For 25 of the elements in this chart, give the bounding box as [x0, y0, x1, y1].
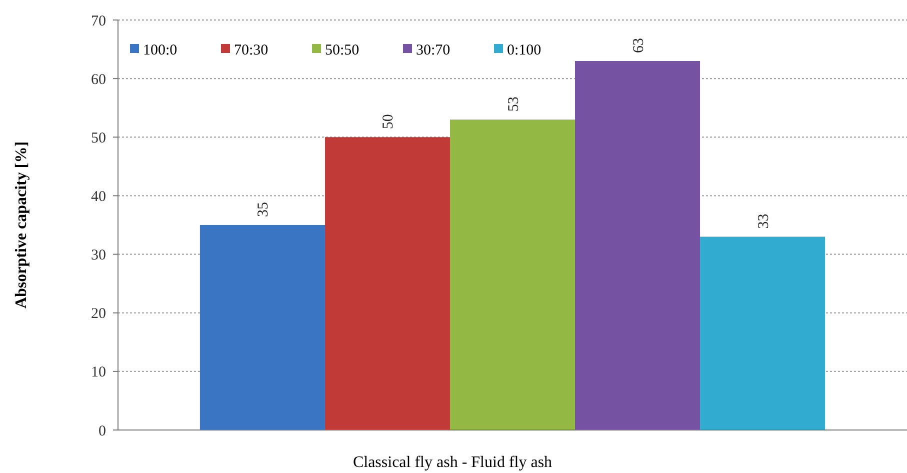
y-tick-label: 30 [91, 248, 106, 264]
y-tick-label: 50 [91, 130, 106, 146]
x-axis-title: Classical fly ash - Fluid fly ash [352, 454, 552, 471]
data-label: 50 [380, 114, 397, 130]
y-tick-label: 10 [91, 364, 106, 381]
data-label: 53 [506, 96, 522, 112]
y-axis-title: Absorptive capacity [%] [13, 141, 30, 309]
legend-label: 50:50 [325, 42, 360, 58]
legend-label: 0:100 [507, 42, 542, 58]
bar [700, 236, 826, 430]
legend-label: 30:70 [416, 42, 450, 58]
y-tick-label: 20 [91, 306, 106, 322]
y-tick-label: 70 [91, 13, 106, 30]
y-tick-label: 40 [91, 188, 106, 205]
data-label: 63 [630, 38, 647, 53]
data-label: 35 [256, 202, 272, 217]
bar [450, 120, 576, 430]
y-tick-label: 60 [91, 72, 106, 88]
data-label: 33 [756, 214, 772, 229]
legend-label: 70:30 [234, 42, 268, 58]
legend-label: 100:0 [143, 42, 178, 58]
y-tick-label: 0 [98, 423, 106, 440]
bar [200, 225, 325, 430]
bar [324, 137, 450, 430]
bar [575, 61, 700, 430]
